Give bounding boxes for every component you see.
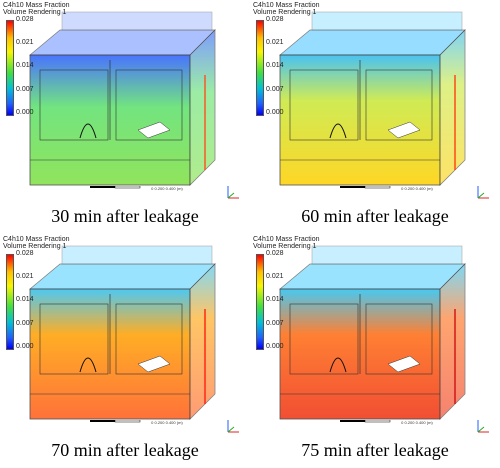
legend-tick: 0.021 (16, 273, 34, 280)
legend-title: C4h10 Mass Fraction Volume Rendering 1 (253, 236, 320, 250)
cabinet-volume-render (29, 245, 216, 420)
scale-label: 0.400 (m) (165, 420, 183, 425)
legend-tick: 0.014 (16, 296, 34, 303)
scale-label: 0.400 (m) (415, 420, 433, 425)
legend-tick: 0.000 (16, 343, 34, 350)
legend-tick: 0.028 (16, 250, 34, 257)
legend-title: C4h10 Mass Fraction Volume Rendering 1 (253, 2, 320, 16)
color-bar (6, 254, 14, 350)
legend-tick: 0.028 (266, 250, 284, 257)
legend-title-line2: Volume Rendering 1 (3, 9, 67, 16)
legend-title-line1: C4h10 Mass Fraction (253, 236, 320, 243)
axis-triad-icon (227, 420, 239, 433)
scale-bar: 0 0.200 0.400 (m) (340, 419, 433, 425)
legend-tick: 0.000 (266, 343, 284, 350)
simulation-panel-60min: C4h10 Mass Fraction Volume Rendering 1 0… (250, 0, 500, 234)
legend-tick: 0.007 (266, 86, 284, 93)
legend-tick: 0.007 (266, 320, 284, 327)
axis-triad-icon (477, 420, 489, 433)
legend-tick: 0.007 (16, 320, 34, 327)
scale-bar: 0 0.200 0.400 (m) (340, 185, 433, 191)
legend-tick: 0.000 (16, 109, 34, 116)
panel-caption: 60 min after leakage (301, 206, 449, 226)
scale-label: 0.400 (m) (415, 186, 433, 191)
color-bar (6, 20, 14, 116)
legend-tick: 0.021 (16, 39, 34, 46)
cabinet-volume-render (279, 245, 466, 420)
legend-tick: 0.021 (266, 39, 284, 46)
legend-tick: 0.007 (16, 86, 34, 93)
legend-title: C4h10 Mass Fraction Volume Rendering 1 (3, 236, 70, 250)
legend-tick: 0.000 (266, 109, 284, 116)
color-bar (256, 254, 264, 350)
axis-triad-icon (477, 186, 489, 199)
scale-bar: 0 0.200 0.400 (m) (90, 185, 183, 191)
scale-label: 0.200 (404, 420, 415, 425)
legend-title-line2: Volume Rendering 1 (3, 243, 67, 250)
panel-caption: 75 min after leakage (301, 440, 449, 460)
cabinet-volume-render (29, 11, 216, 186)
cabinet-volume-render (279, 11, 466, 186)
scale-label: 0.200 (154, 420, 165, 425)
legend-title-line2: Volume Rendering 1 (253, 9, 317, 16)
simulation-panel-75min: C4h10 Mass Fraction Volume Rendering 1 0… (250, 234, 500, 468)
color-bar (256, 20, 264, 116)
legend-title-line1: C4h10 Mass Fraction (253, 2, 320, 9)
panel-caption: 30 min after leakage (51, 206, 199, 226)
axis-triad-icon (227, 186, 239, 199)
simulation-panel-70min: C4h10 Mass Fraction Volume Rendering 1 0… (0, 234, 250, 468)
simulation-panel-30min: C4h10 Mass Fraction Volume Rendering 1 0… (0, 0, 250, 234)
scale-label: 0.200 (404, 186, 415, 191)
legend-tick: 0.028 (16, 16, 34, 23)
panel-caption: 70 min after leakage (51, 440, 199, 460)
legend-tick: 0.021 (266, 273, 284, 280)
legend-tick: 0.028 (266, 16, 284, 23)
legend-tick: 0.014 (266, 62, 284, 69)
legend-title-line1: C4h10 Mass Fraction (3, 236, 70, 243)
legend-tick: 0.014 (16, 62, 34, 69)
legend-title-line1: C4h10 Mass Fraction (3, 2, 70, 9)
scale-label: 0.400 (m) (165, 186, 183, 191)
legend-title-line2: Volume Rendering 1 (253, 243, 317, 250)
scale-label: 0.200 (154, 186, 165, 191)
legend-tick: 0.014 (266, 296, 284, 303)
legend-title: C4h10 Mass Fraction Volume Rendering 1 (3, 2, 70, 16)
scale-bar: 0 0.200 0.400 (m) (90, 419, 183, 425)
